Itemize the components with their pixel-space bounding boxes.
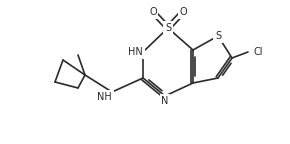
Text: S: S <box>215 31 221 41</box>
Text: NH: NH <box>97 92 112 102</box>
Text: S: S <box>165 23 171 33</box>
Text: Cl: Cl <box>253 47 262 57</box>
Text: HN: HN <box>128 47 143 57</box>
Text: O: O <box>179 7 187 17</box>
Text: O: O <box>149 7 157 17</box>
Text: N: N <box>161 96 169 106</box>
